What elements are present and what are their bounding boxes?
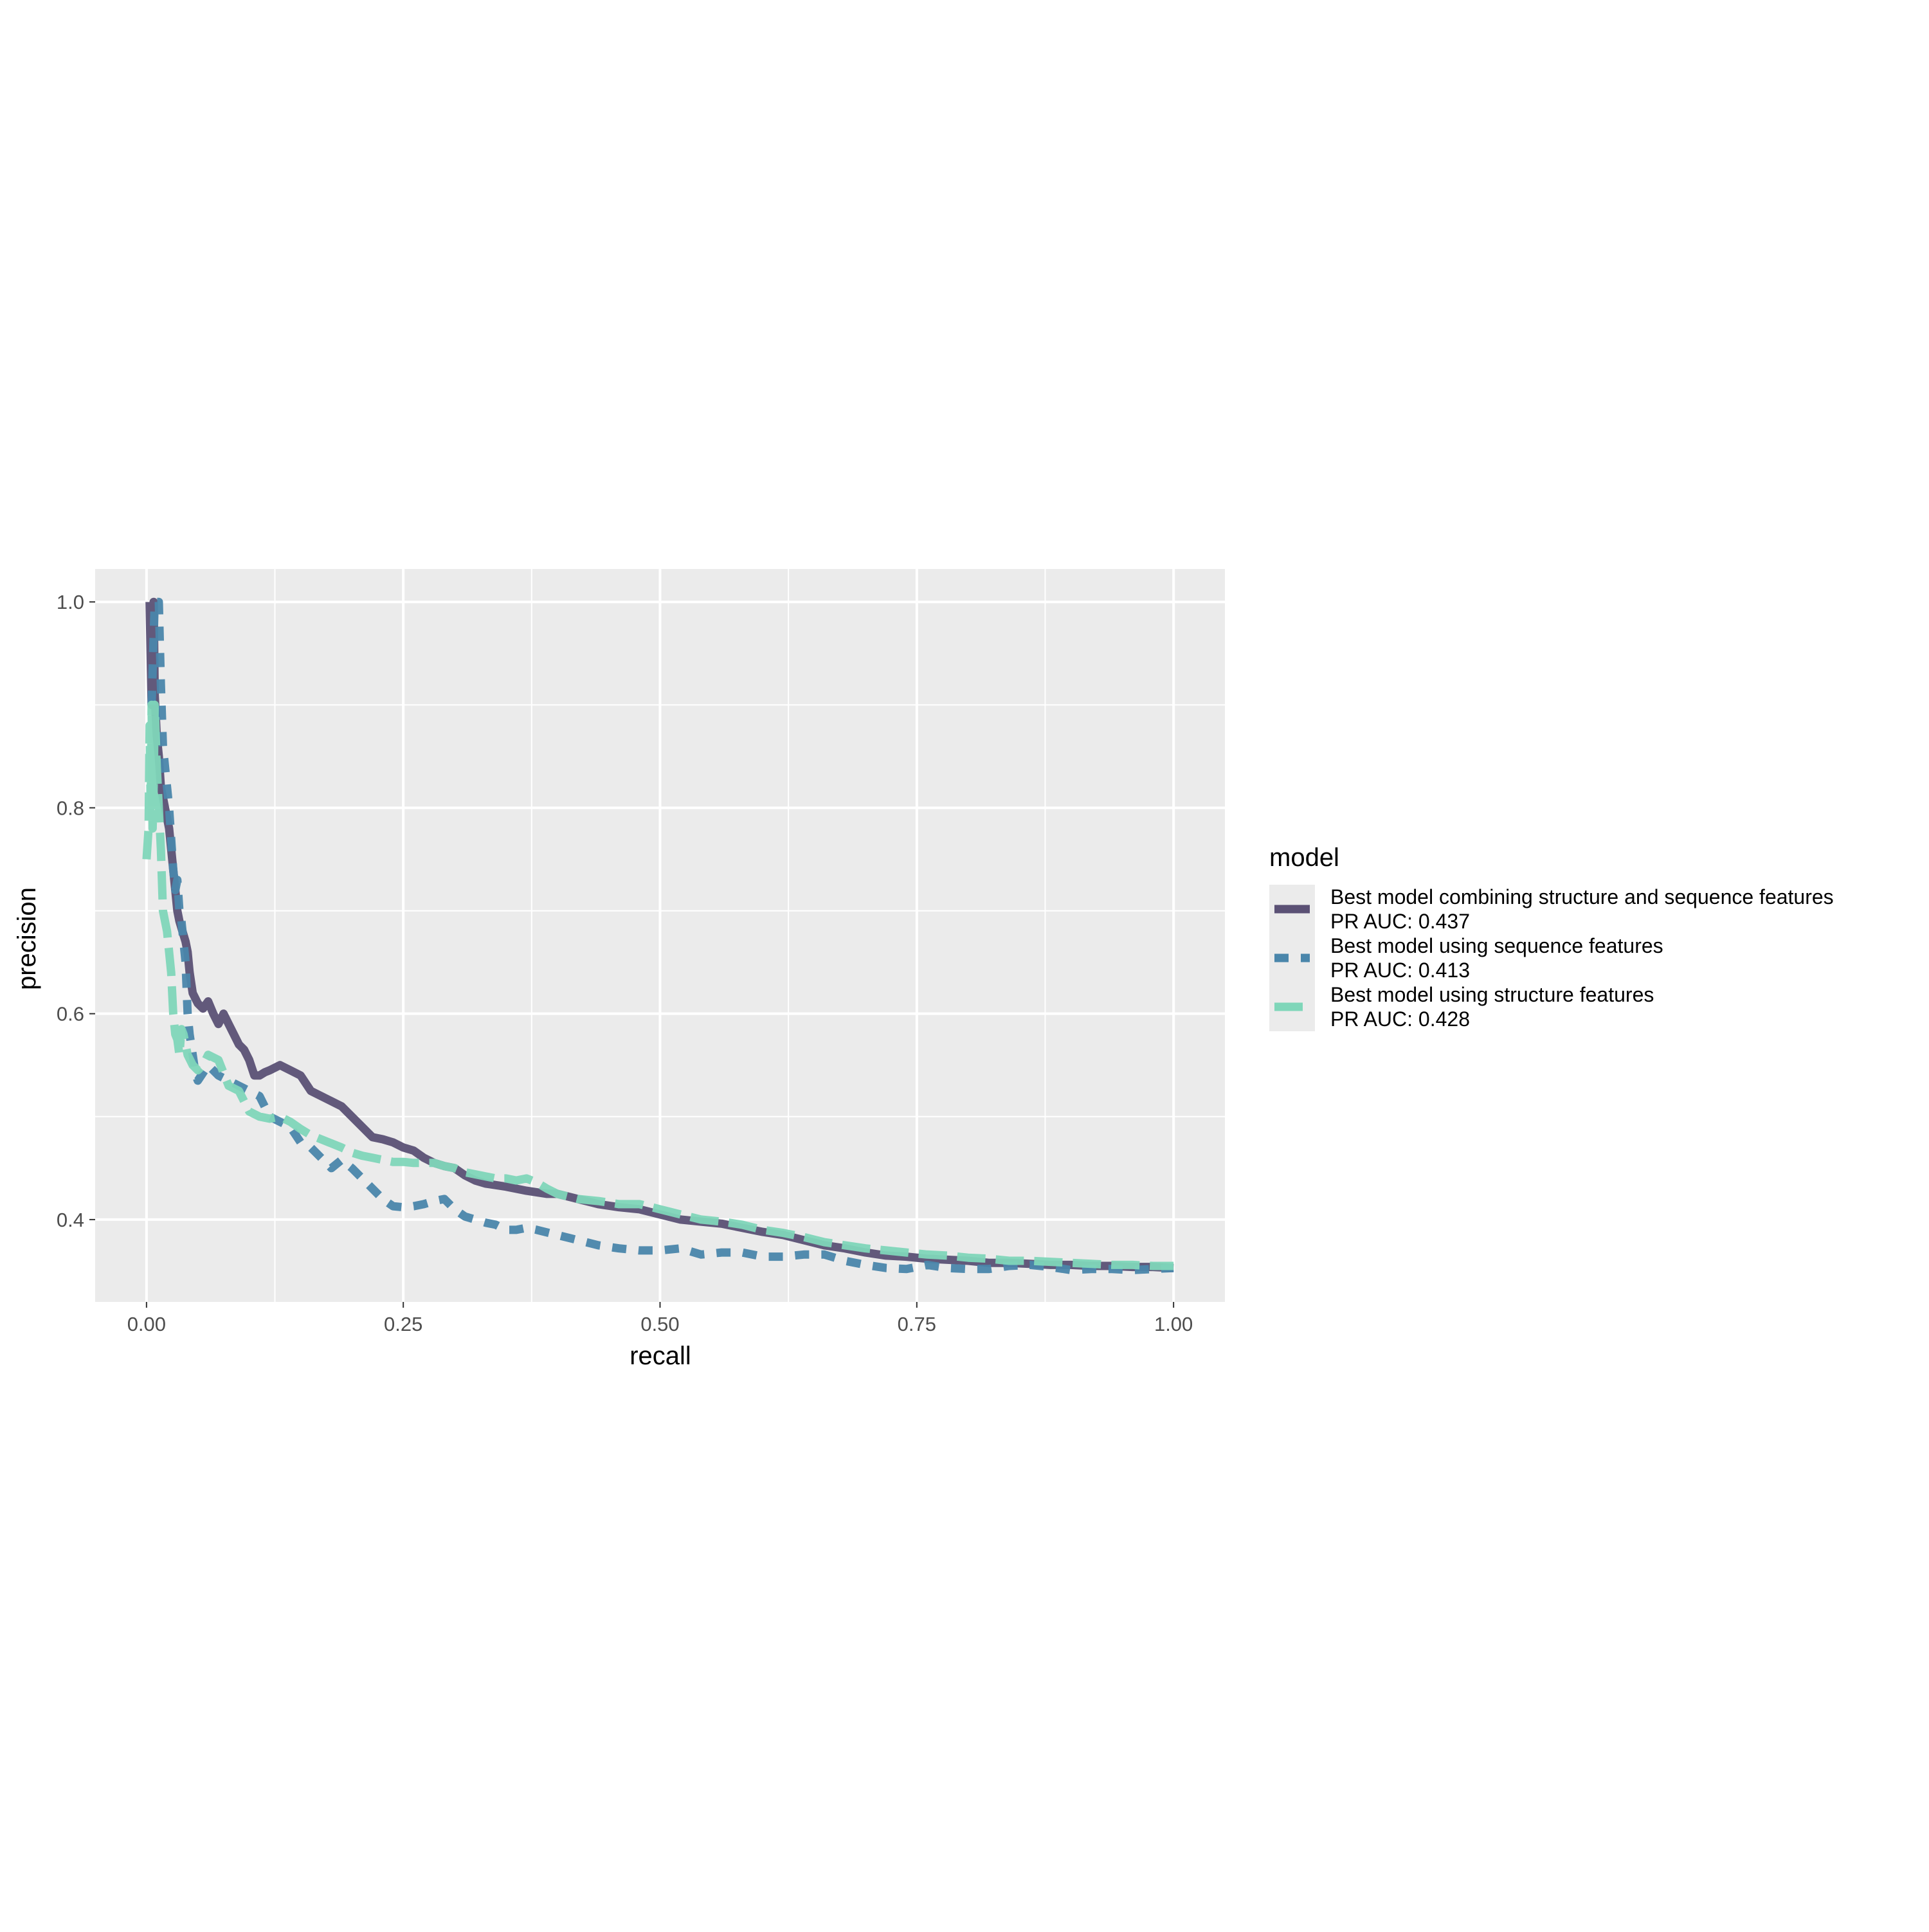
legend-label-2: Best model using sequence features — [1330, 934, 1663, 957]
x-tick-label: 0.25 — [384, 1313, 422, 1335]
y-tick-label: 0.8 — [57, 797, 84, 819]
y-axis-ticks: 0.4 0.6 0.8 1.0 — [57, 591, 95, 1231]
y-tick-label: 0.4 — [57, 1209, 84, 1231]
legend-title: model — [1269, 844, 1339, 872]
y-tick-label: 0.6 — [57, 1003, 84, 1025]
x-tick-label: 0.75 — [898, 1313, 936, 1335]
series-layer — [142, 597, 1174, 1274]
legend-label-1: Best model combining structure and seque… — [1330, 885, 1834, 908]
series-line-2 — [147, 597, 1174, 1274]
legend-auc-3: PR AUC: 0.428 — [1330, 1007, 1470, 1031]
legend-auc-2: PR AUC: 0.413 — [1330, 959, 1470, 982]
legend-auc-1: PR AUC: 0.437 — [1330, 910, 1470, 933]
legend: model Best model combining structure and… — [1269, 844, 1834, 1031]
major-gridlines — [95, 569, 1225, 1302]
x-axis-ticks: 0.00 0.25 0.50 0.75 1.00 — [127, 1302, 1193, 1335]
legend-label-3: Best model using structure features — [1330, 983, 1654, 1006]
x-axis-title: recall — [629, 1342, 691, 1370]
x-tick-label: 1.00 — [1154, 1313, 1193, 1335]
y-tick-label: 1.0 — [57, 591, 84, 613]
y-axis-title: precision — [13, 887, 41, 990]
x-tick-label: 0.50 — [640, 1313, 679, 1335]
series-line-3 — [142, 700, 1174, 1270]
x-tick-label: 0.00 — [127, 1313, 166, 1335]
